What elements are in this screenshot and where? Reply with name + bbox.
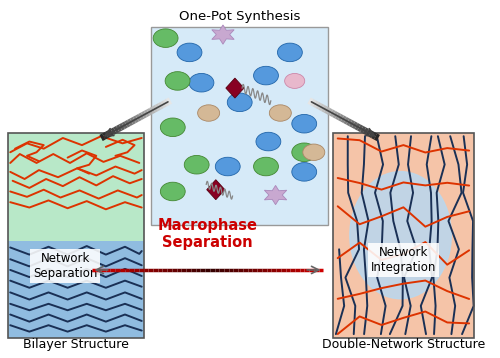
Circle shape	[270, 105, 291, 121]
FancyBboxPatch shape	[8, 241, 144, 338]
Circle shape	[254, 66, 278, 85]
Circle shape	[284, 73, 304, 88]
Circle shape	[177, 43, 202, 62]
Text: Bilayer Structure: Bilayer Structure	[23, 338, 129, 351]
Circle shape	[228, 93, 252, 112]
Circle shape	[160, 182, 185, 201]
Polygon shape	[226, 78, 244, 98]
Circle shape	[189, 73, 214, 92]
Circle shape	[292, 163, 316, 181]
Text: Network
Separation: Network Separation	[33, 252, 98, 280]
Text: Double-Network Structure: Double-Network Structure	[322, 338, 485, 351]
FancyBboxPatch shape	[152, 28, 328, 225]
Polygon shape	[206, 180, 225, 200]
Polygon shape	[264, 185, 286, 205]
Circle shape	[160, 118, 185, 136]
Text: Macrophase
Separation: Macrophase Separation	[157, 218, 257, 250]
Circle shape	[184, 155, 209, 174]
Circle shape	[303, 144, 325, 160]
Circle shape	[254, 157, 278, 176]
Circle shape	[292, 115, 316, 133]
Circle shape	[278, 43, 302, 62]
Polygon shape	[212, 25, 234, 44]
Circle shape	[198, 105, 220, 121]
Circle shape	[292, 143, 316, 161]
FancyBboxPatch shape	[8, 133, 144, 241]
Circle shape	[256, 132, 281, 151]
Ellipse shape	[350, 171, 452, 299]
Circle shape	[165, 72, 190, 90]
Text: Network
Integration: Network Integration	[370, 246, 436, 274]
Circle shape	[216, 157, 240, 176]
Circle shape	[153, 29, 178, 47]
Text: One-Pot Synthesis: One-Pot Synthesis	[179, 10, 300, 23]
FancyBboxPatch shape	[333, 133, 474, 338]
